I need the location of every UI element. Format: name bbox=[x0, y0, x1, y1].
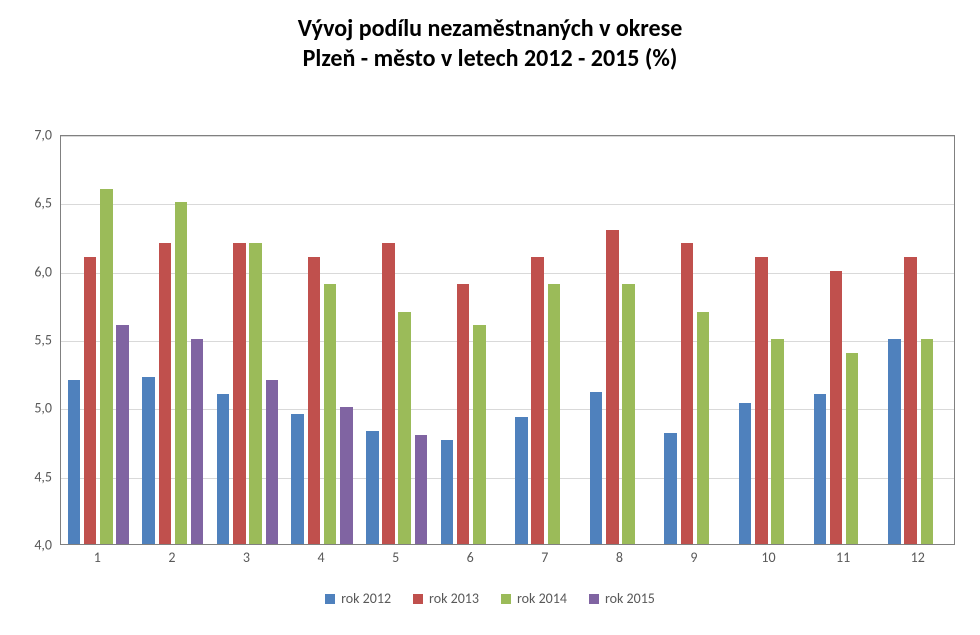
x-tick-label: 5 bbox=[392, 549, 399, 566]
legend-swatch bbox=[589, 594, 599, 604]
bar bbox=[142, 377, 155, 544]
x-tick-label: 8 bbox=[616, 549, 623, 566]
plot-area bbox=[60, 135, 955, 545]
y-tick-label: 5,5 bbox=[34, 332, 52, 349]
legend-label: rok 2012 bbox=[341, 590, 391, 607]
bar bbox=[308, 257, 321, 544]
bar bbox=[606, 230, 619, 544]
bar bbox=[921, 339, 934, 544]
bar bbox=[116, 325, 129, 544]
x-tick-label: 2 bbox=[168, 549, 175, 566]
bar bbox=[441, 440, 454, 544]
bar bbox=[100, 189, 113, 544]
legend-swatch bbox=[501, 594, 511, 604]
bar bbox=[622, 284, 635, 544]
bar bbox=[846, 353, 859, 544]
bar bbox=[681, 243, 694, 544]
x-tick-label: 1 bbox=[94, 549, 101, 566]
gridline bbox=[61, 273, 954, 274]
y-tick-label: 7,0 bbox=[34, 127, 52, 144]
bar bbox=[159, 243, 172, 544]
chart-container: Vývoj podílu nezaměstnaných v okrese Plz… bbox=[0, 0, 980, 635]
legend-item: rok 2015 bbox=[589, 590, 655, 607]
bar bbox=[382, 243, 395, 544]
bar bbox=[888, 339, 901, 544]
x-axis-labels: 123456789101112 bbox=[60, 545, 955, 575]
chart-title-line2: Plzeň - město v letech 2012 - 2015 (%) bbox=[303, 44, 678, 73]
bar bbox=[324, 284, 337, 544]
legend: rok 2012 rok 2013 rok 2014 rok 2015 bbox=[0, 590, 980, 607]
gridline bbox=[61, 136, 954, 137]
bar bbox=[266, 380, 279, 544]
y-tick-label: 4,5 bbox=[34, 468, 52, 485]
x-tick-label: 9 bbox=[690, 549, 697, 566]
bar bbox=[217, 394, 230, 544]
y-tick-label: 6,5 bbox=[34, 195, 52, 212]
bar bbox=[291, 414, 304, 544]
legend-item: rok 2012 bbox=[325, 590, 391, 607]
chart-title-line1: Vývoj podílu nezaměstnaných v okrese bbox=[298, 14, 683, 43]
legend-label: rok 2014 bbox=[517, 590, 567, 607]
legend-item: rok 2013 bbox=[413, 590, 479, 607]
legend-item: rok 2014 bbox=[501, 590, 567, 607]
x-tick-label: 7 bbox=[541, 549, 548, 566]
legend-label: rok 2013 bbox=[429, 590, 479, 607]
bar bbox=[664, 433, 677, 544]
bar bbox=[590, 392, 603, 544]
bar bbox=[904, 257, 917, 544]
x-tick-label: 11 bbox=[836, 549, 850, 566]
bar bbox=[191, 339, 204, 544]
bar bbox=[814, 394, 827, 544]
bar bbox=[84, 257, 97, 544]
bar bbox=[697, 312, 710, 544]
gridline bbox=[61, 204, 954, 205]
chart-title: Vývoj podílu nezaměstnaných v okrese Plz… bbox=[0, 0, 980, 74]
bar bbox=[531, 257, 544, 544]
legend-label: rok 2015 bbox=[605, 590, 655, 607]
y-tick-label: 6,0 bbox=[34, 263, 52, 280]
bar bbox=[457, 284, 470, 544]
bar bbox=[830, 271, 843, 544]
legend-swatch bbox=[325, 594, 335, 604]
bar bbox=[755, 257, 768, 544]
bar bbox=[415, 435, 428, 544]
x-tick-label: 3 bbox=[243, 549, 250, 566]
y-tick-label: 4,0 bbox=[34, 537, 52, 554]
bar bbox=[68, 380, 81, 544]
legend-swatch bbox=[413, 594, 423, 604]
bar bbox=[771, 339, 784, 544]
y-axis-labels: 4,04,55,05,56,06,57,0 bbox=[0, 135, 60, 545]
x-tick-label: 6 bbox=[467, 549, 474, 566]
bar bbox=[515, 417, 528, 544]
y-tick-label: 5,0 bbox=[34, 400, 52, 417]
bar bbox=[739, 403, 752, 544]
bar bbox=[473, 325, 486, 544]
bar bbox=[366, 431, 379, 544]
x-tick-label: 12 bbox=[911, 549, 925, 566]
bar bbox=[548, 284, 561, 544]
x-tick-label: 4 bbox=[317, 549, 324, 566]
bar bbox=[398, 312, 411, 544]
bar bbox=[233, 243, 246, 544]
bar bbox=[249, 243, 262, 544]
bar bbox=[340, 407, 353, 544]
x-tick-label: 10 bbox=[761, 549, 775, 566]
bar bbox=[175, 202, 188, 544]
